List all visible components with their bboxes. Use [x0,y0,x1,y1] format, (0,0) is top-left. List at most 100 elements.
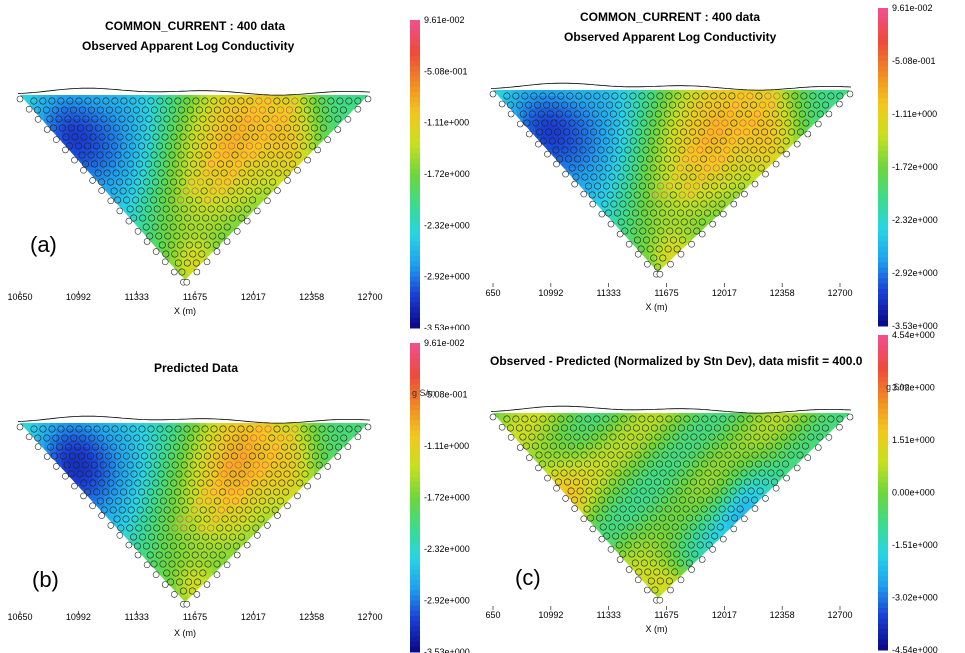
data-point [661,236,669,244]
heatmap-cell [206,269,213,276]
data-point [66,142,74,150]
heatmap-cell [769,270,776,272]
heatmap-cell [362,239,368,246]
heatmap-cell [541,228,548,235]
heatmap-cell [182,221,189,228]
data-point [594,182,602,190]
heatmap-cell [362,197,368,204]
heatmap-cell [140,269,147,276]
heatmap-cell [811,132,818,139]
heatmap-cell [50,441,57,448]
heatmap-cell [86,227,93,234]
data-point [189,205,197,213]
heatmap-cell [98,155,105,162]
data-point [660,146,668,154]
heatmap-cell [763,132,770,139]
heatmap-cell [631,174,638,181]
heatmap-cell [344,257,351,264]
heatmap-cell [535,186,542,193]
data-point [258,106,266,114]
heatmap-cell [805,162,812,169]
heatmap-cell [835,120,842,127]
heatmap-cell [691,258,698,265]
heatmap-cell [691,216,698,223]
heatmap-cell [553,270,560,272]
heatmap-cell [62,233,69,240]
data-point [206,133,214,141]
heatmap-cell [841,228,848,235]
data-point [238,214,246,222]
heatmap-cell [739,126,746,133]
heatmap-cell [320,155,327,162]
heatmap-cell [835,126,842,133]
heatmap-cell [793,270,800,272]
heatmap-cell [499,162,506,169]
heatmap-cell [685,264,692,271]
heatmap-cell [224,447,231,454]
heatmap-cell [206,107,213,114]
data-point [709,155,717,163]
heatmap-cell [829,198,836,205]
heatmap-cell [787,216,794,223]
data-point [680,218,688,226]
heatmap-cell [212,191,219,198]
heatmap-cell [733,210,740,217]
data-point [739,119,747,127]
heatmap-cell [697,210,704,217]
heatmap-cell [841,96,848,103]
data-point [96,151,104,159]
heatmap-cell [505,198,512,205]
heatmap-cell [805,240,812,247]
heatmap-cell [254,245,261,252]
heatmap-cell [278,429,285,436]
heatmap-cell [308,269,315,276]
data-point [723,146,731,154]
heatmap-cell [757,270,764,272]
heatmap-cell [164,435,171,442]
heatmap-cell [164,221,171,228]
heatmap-cell [242,107,249,114]
heatmap-cell [847,240,850,247]
heatmap-cell [607,180,614,187]
heatmap-cell [499,120,506,127]
heatmap-cell [787,192,794,199]
heatmap-cell [104,107,111,114]
heatmap-cell [655,120,662,127]
colorbar-segment [878,82,888,88]
data-point [283,124,291,132]
edge-point [294,166,301,174]
data-point [103,169,111,177]
colorbar-segment [878,283,888,290]
heatmap-cell [511,204,518,211]
heatmap-cell [230,447,237,454]
data-point [128,187,136,195]
data-point [123,106,131,114]
data-point [557,137,565,145]
heatmap-cell [98,143,105,150]
heatmap-cell [20,221,27,228]
data-point [719,137,727,145]
heatmap-cell [212,101,219,108]
heatmap-cell [601,270,608,272]
heatmap-cell [260,251,267,258]
colorbar-segment [410,40,420,47]
heatmap-cell [86,209,93,216]
heatmap-cell [68,197,75,204]
data-point [592,155,600,163]
heatmap-cell [781,204,788,211]
heatmap-cell [176,191,183,198]
heatmap-cell [829,192,836,199]
heatmap-cell [134,257,141,264]
heatmap-cell [350,143,357,150]
heatmap-cell [805,204,812,211]
heatmap-cell [290,107,297,114]
heatmap-cell [823,198,830,205]
heatmap-cell [685,144,692,151]
heatmap-cell [140,191,147,198]
heatmap-cell [224,245,231,252]
heatmap-cell [188,257,195,264]
heatmap-cell [92,239,99,246]
heatmap-cell [332,423,339,430]
heatmap-cell [224,149,231,156]
heatmap-cell [140,101,147,108]
